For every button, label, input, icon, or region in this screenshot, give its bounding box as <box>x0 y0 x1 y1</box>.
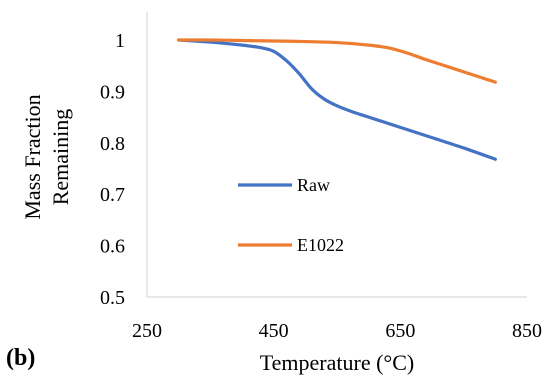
y-axis-title-line-2: Remaining <box>48 109 73 206</box>
x-tick-labels: 250 450 650 850 <box>132 320 542 342</box>
x-tick-label: 850 <box>512 320 542 342</box>
series-line-raw <box>177 38 497 161</box>
y-tick-label: 0.5 <box>100 287 125 309</box>
axes <box>146 12 527 298</box>
x-tick-label: 650 <box>385 320 415 342</box>
x-tick-label: 450 <box>259 320 289 342</box>
x-tick-label: 250 <box>132 320 162 342</box>
y-tick-label: 0.8 <box>100 133 125 155</box>
panel-label: (b) <box>6 345 35 371</box>
legend: Raw E1022 <box>238 175 344 255</box>
series-layer <box>177 38 497 161</box>
x-axis-title: Temperature (°C) <box>260 350 414 375</box>
y-tick-label: 1 <box>115 30 125 52</box>
y-tick-label: 0.6 <box>100 236 125 258</box>
series-line-e1022 <box>177 38 497 84</box>
legend-label-raw: Raw <box>297 175 330 195</box>
legend-label-e1022: E1022 <box>297 235 344 255</box>
y-tick-labels: 0.5 0.6 0.7 0.8 0.9 1 <box>100 30 125 309</box>
y-axis-title-line-1: Mass Fraction <box>20 94 45 219</box>
y-tick-label: 0.7 <box>100 184 125 206</box>
y-tick-label: 0.9 <box>100 81 125 103</box>
